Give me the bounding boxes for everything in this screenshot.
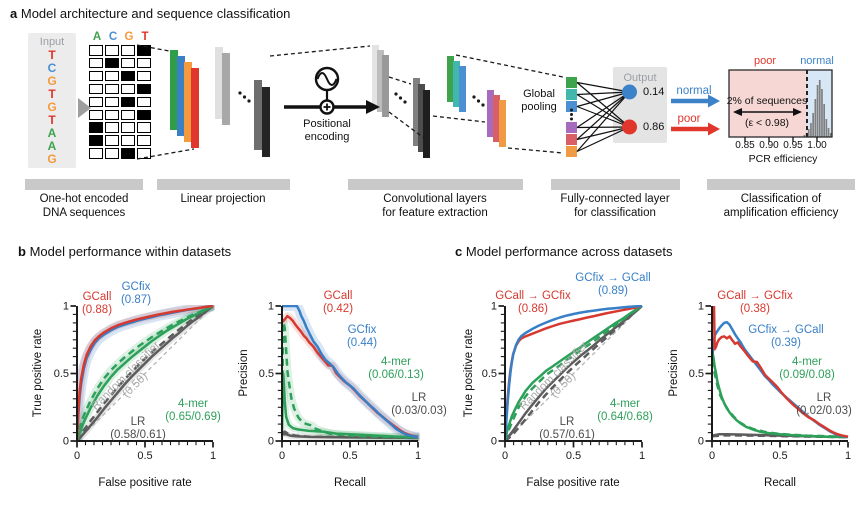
- pr-across-ylabel: Precision: [668, 349, 680, 397]
- roc-within-ylabel: True positive rate: [32, 328, 44, 418]
- input-label: Input: [39, 36, 65, 48]
- pr-within-annotation-gcall: GCall (0.42): [322, 290, 354, 315]
- panel-c-title: c Model performance across datasets: [455, 244, 673, 259]
- pr-across-annotation-4mer: 4-mer (0.09/0.08): [779, 356, 835, 381]
- stage-bar: [157, 179, 290, 190]
- panel-b-title: b Model performance within datasets: [18, 244, 232, 259]
- svg-text:0: 0: [279, 450, 285, 462]
- pr-within-ylabel: Precision: [238, 349, 250, 397]
- roc-across-annotation-random: Random classifier (0.50): [517, 339, 591, 413]
- svg-text:1: 1: [698, 301, 704, 313]
- hist-poor-label: poor: [753, 55, 777, 67]
- stage-bar: [348, 179, 523, 190]
- stage-label-fc: Fully-connected layer for classification: [560, 193, 670, 219]
- svg-text:0: 0: [268, 436, 274, 448]
- svg-text:0.5: 0.5: [566, 450, 581, 462]
- stage-label-onehot: One-hot encoded DNA sequences: [39, 193, 129, 219]
- hist-xtick: 1.00: [807, 140, 827, 151]
- svg-text:0: 0: [698, 436, 704, 448]
- svg-text:0: 0: [709, 450, 715, 462]
- svg-text:1: 1: [210, 450, 216, 462]
- svg-text:0.5: 0.5: [259, 368, 274, 380]
- svg-text:1: 1: [639, 450, 645, 462]
- hist-xtick: 0.95: [783, 140, 803, 151]
- pr-within-annotation-lr: LR (0.03/0.03): [391, 392, 447, 417]
- hist-xtick: 0.85: [735, 140, 755, 151]
- stage-bar: [25, 179, 143, 190]
- panel-a-index: a: [10, 6, 18, 21]
- roc-within-annotation-4mer: 4-mer (0.65/0.69): [165, 398, 221, 423]
- stage-bar: [707, 179, 855, 190]
- roc-across-ylabel: True positive rate: [463, 328, 475, 418]
- roc-across-annotation-gcfix: GCfix → GCall (0.89): [575, 272, 651, 297]
- svg-text:0: 0: [74, 450, 80, 462]
- svg-text:1: 1: [63, 301, 69, 313]
- pr-across-annotation-gcall: GCall → GCfix (0.38): [717, 290, 793, 315]
- pr-within-xlabel: Recall: [334, 477, 366, 489]
- roc-across-annotation-4mer: 4-mer (0.64/0.68): [597, 398, 653, 423]
- hist-eps-annotation: (ε < 0.98): [744, 117, 790, 129]
- pr-across-xlabel: Recall: [764, 477, 796, 489]
- roc-across-annotation-gcall: GCall → GCfix (0.86): [495, 290, 571, 315]
- svg-text:0.5: 0.5: [342, 450, 357, 462]
- roc-within-annotation-random: Random classifier (0.50): [89, 339, 163, 413]
- output-value-poor: 0.86: [643, 121, 665, 133]
- svg-text:0: 0: [63, 436, 69, 448]
- roc-across-xlabel: False positive rate: [526, 477, 620, 489]
- roc-within-annotation-gcfix: GCfix (0.87): [120, 281, 152, 306]
- stage-bar: [551, 179, 680, 190]
- normal-region: [807, 70, 832, 137]
- onehot-matrix: [89, 45, 153, 162]
- svg-text:0.5: 0.5: [54, 368, 69, 380]
- svg-text:1: 1: [268, 301, 274, 313]
- pr-across-annotation-lr: LR (0.02/0.03): [796, 392, 852, 417]
- svg-text:0: 0: [491, 436, 497, 448]
- stage-label-conv: Convolutional layers for feature extracti…: [382, 193, 488, 219]
- stage-label-projection: Linear projection: [180, 193, 266, 205]
- svg-text:0.5: 0.5: [772, 450, 787, 462]
- global-pooling-label: Global pooling: [521, 88, 557, 113]
- svg-text:1: 1: [845, 450, 851, 462]
- pr-within-annotation-4mer: 4-mer (0.06/0.13): [368, 356, 424, 381]
- pr-across-annotation-gcfix: GCfix → GCall (0.39): [748, 324, 824, 349]
- output-label: Output: [623, 72, 657, 84]
- svg-text:1: 1: [415, 450, 421, 462]
- poor-arrow-label: poor: [677, 113, 701, 125]
- svg-text:0.5: 0.5: [482, 368, 497, 380]
- roc-within-xlabel: False positive rate: [98, 477, 192, 489]
- roc-within-annotation-lr: LR (0.58/0.61): [110, 416, 166, 441]
- hist-normal-label: normal: [800, 55, 834, 67]
- output-value-normal: 0.14: [643, 86, 665, 98]
- panel-a-title: a Model architecture and sequence classi…: [10, 6, 291, 21]
- roc-within-annotation-gcall: GCall (0.88): [81, 291, 113, 316]
- positional-encoding-label: Positional encoding: [303, 118, 351, 143]
- roc-across-annotation-lr: LR (0.57/0.61): [539, 416, 595, 441]
- svg-text:0.5: 0.5: [137, 450, 152, 462]
- hist-xtick: 0.90: [759, 140, 779, 151]
- positional-encoding-icon: [284, 66, 380, 115]
- pr-within-annotation-gcfix: GCfix (0.44): [346, 324, 378, 349]
- hist-pct-annotation: 2% of sequences: [726, 95, 808, 107]
- stage-label-classification: Classification of amplification efficienc…: [723, 193, 839, 219]
- input-sequence-box: [28, 33, 76, 168]
- hist-xlabel: PCR efficiency: [748, 153, 818, 165]
- svg-text:0.5: 0.5: [689, 368, 704, 380]
- svg-text:0: 0: [502, 450, 508, 462]
- normal-arrow-label: normal: [676, 85, 712, 97]
